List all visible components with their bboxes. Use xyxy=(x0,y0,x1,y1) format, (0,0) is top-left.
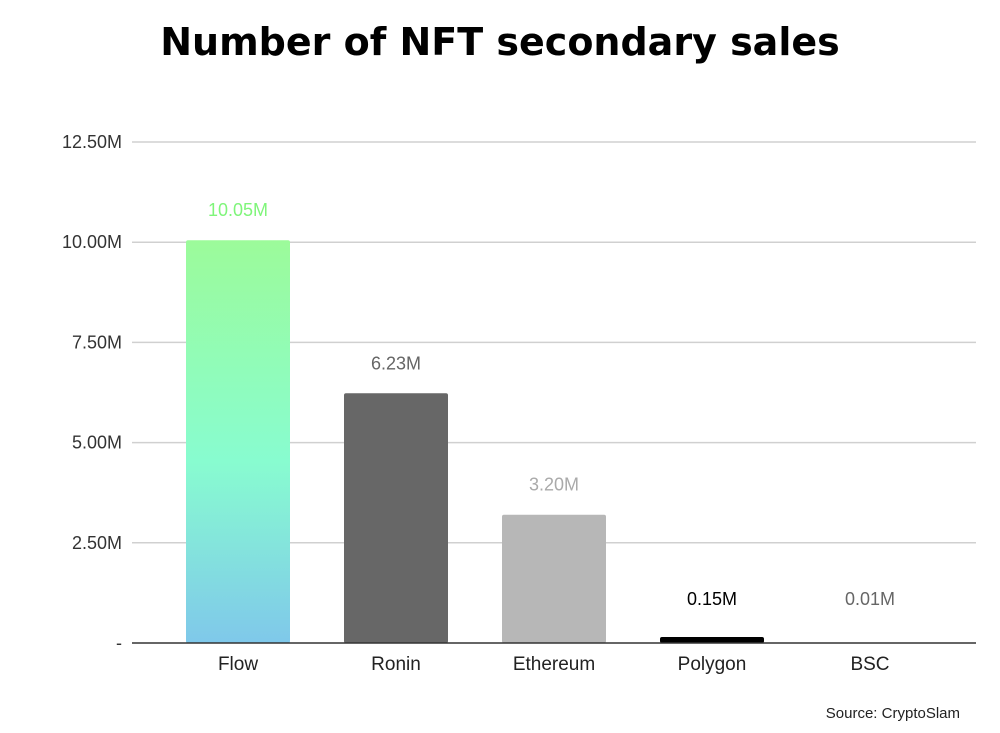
data-label-flow: 10.05M xyxy=(208,200,268,220)
bar-flow xyxy=(186,240,290,644)
chart-title: Number of NFT secondary sales xyxy=(160,20,840,64)
x-axis-category-labels: Flow Ronin Ethereum Polygon BSC xyxy=(218,654,890,675)
data-label-ronin: 6.23M xyxy=(371,353,421,373)
data-label-polygon: 0.15M xyxy=(687,589,737,609)
category-label-ronin: Ronin xyxy=(371,654,421,675)
category-label-polygon: Polygon xyxy=(678,654,747,675)
category-label-bsc: BSC xyxy=(850,654,889,675)
y-tick-label: 10.00M xyxy=(62,232,122,252)
bar-ronin xyxy=(344,393,448,643)
y-tick-label: - xyxy=(116,633,122,653)
data-label-ethereum: 3.20M xyxy=(529,475,579,495)
bar-polygon xyxy=(660,636,764,643)
bars xyxy=(186,240,922,644)
bar-ethereum xyxy=(502,514,606,643)
y-tick-label: 12.50M xyxy=(62,132,122,152)
data-label-bsc: 0.01M xyxy=(845,589,895,609)
y-axis-tick-labels: - 2.50M 5.00M 7.50M 10.00M 12.50M xyxy=(62,132,122,653)
y-tick-label: 7.50M xyxy=(72,332,122,352)
data-labels: 10.05M 6.23M 3.20M 0.15M 0.01M xyxy=(208,200,895,609)
source-note: Source: CryptoSlam xyxy=(825,705,960,722)
y-tick-label: 2.50M xyxy=(72,533,122,553)
y-tick-label: 5.00M xyxy=(72,433,122,453)
category-label-flow: Flow xyxy=(218,654,258,675)
category-label-ethereum: Ethereum xyxy=(513,654,595,675)
